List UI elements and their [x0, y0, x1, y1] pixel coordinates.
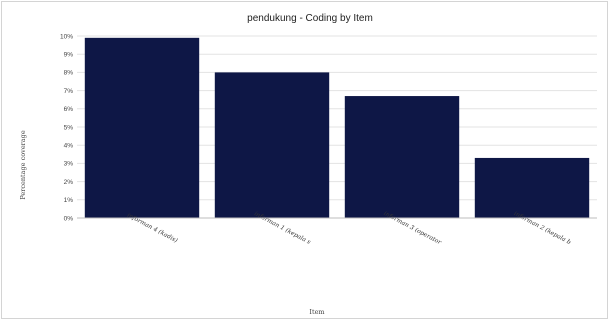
y-tick-label: 6% [64, 106, 74, 113]
y-axis-label: Percentage coverage [19, 130, 27, 199]
x-axis-label: Item [309, 308, 324, 316]
bar [474, 157, 590, 218]
y-tick-label: 4% [64, 143, 74, 150]
y-tick-label: 8% [64, 70, 74, 77]
y-tick-label: 7% [64, 88, 74, 95]
y-tick-labels: 0% 1% 2% 3% 4% 5% 6% 7% 8% 9% 10% [60, 33, 73, 222]
y-tick-label: 3% [64, 161, 74, 168]
y-tick-label: 0% [64, 215, 74, 222]
bar [344, 96, 460, 218]
y-tick-label: 2% [64, 179, 74, 186]
bar [84, 37, 200, 218]
bars [84, 37, 590, 219]
chart-title: pendukung - Coding by Item [247, 13, 373, 24]
y-tick-label: 9% [64, 52, 74, 59]
y-tick-label: 10% [60, 33, 73, 40]
y-tick-label: 1% [64, 197, 74, 204]
bar [214, 72, 330, 219]
y-tick-label: 5% [64, 124, 74, 131]
